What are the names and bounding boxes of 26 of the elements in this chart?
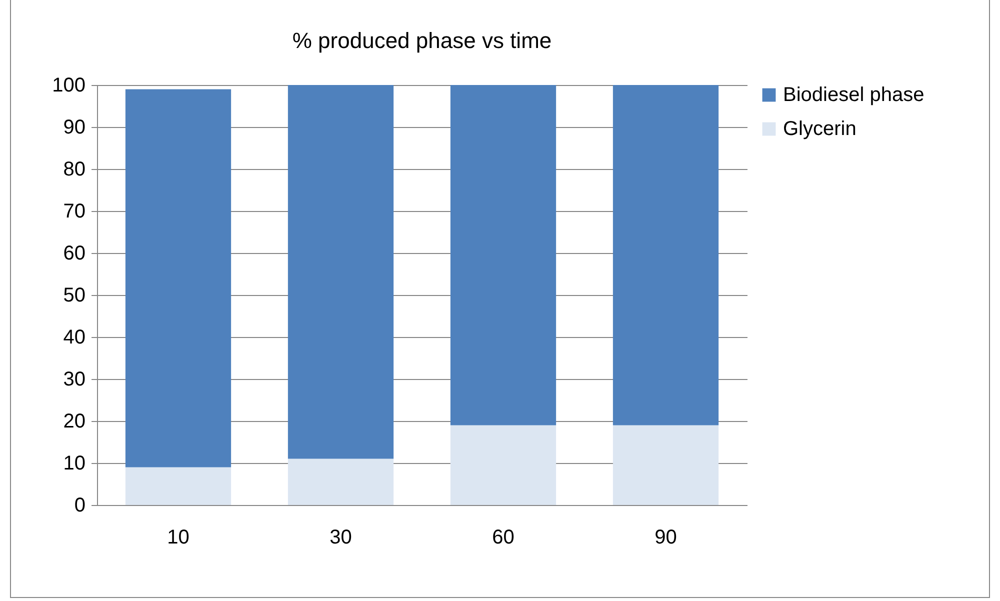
bar [125, 89, 232, 468]
bar [125, 467, 232, 505]
bar [612, 425, 719, 505]
x-tick-label: 10 [167, 526, 190, 548]
bar [288, 85, 394, 459]
bar [612, 85, 719, 426]
y-tick-label: 20 [63, 410, 86, 432]
y-tick-label: 30 [63, 368, 86, 390]
x-tick-label: 90 [654, 526, 677, 548]
bar [450, 425, 556, 505]
y-tick-label: 40 [63, 326, 86, 348]
y-tick-label: 90 [63, 116, 86, 138]
bar [288, 458, 394, 505]
y-tick-label: 10 [63, 452, 86, 474]
y-tick-label: 100 [52, 74, 86, 96]
y-tick-label: 0 [74, 494, 86, 516]
y-tick-label: 80 [63, 158, 86, 180]
bar [450, 85, 556, 426]
y-tick-label: 50 [63, 284, 86, 306]
legend-label: Glycerin [783, 118, 856, 140]
chart-title: % produced phase vs time [292, 28, 552, 53]
x-tick-label: 60 [492, 526, 514, 548]
y-tick-label: 70 [63, 200, 86, 222]
legend-label: Biodiesel phase [783, 84, 924, 106]
x-tick-label: 30 [330, 526, 352, 548]
y-tick-label: 60 [63, 242, 86, 264]
